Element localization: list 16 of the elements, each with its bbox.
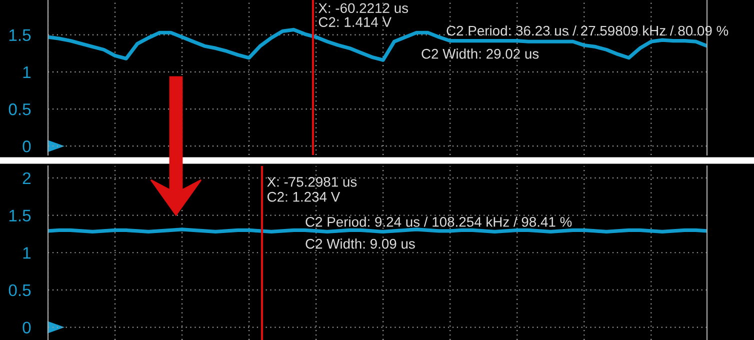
annotation: C2 Width: 9.09 us (306, 238, 415, 249)
y-tick-label: 0.5 (8, 284, 31, 296)
y-tick-label: 0 (22, 140, 31, 152)
annotation: C2 Period: 9.24 us / 108.254 kHz / 98.41 % (306, 216, 572, 227)
y-tick-label: 0.5 (8, 103, 31, 116)
annotation: X: -60.2212 us (318, 3, 408, 14)
y-tick-label: 2 (22, 172, 30, 184)
y-tick-label: 1.5 (9, 29, 31, 42)
annotation: C2: 1.414 V (318, 17, 392, 27)
y-tick-label: 1 (23, 66, 31, 78)
annotation: C2 Width: 29.02 us (422, 48, 539, 59)
annotation: C2: 1.234 V (267, 192, 340, 202)
y-tick-label: 0 (22, 322, 31, 334)
y-tick-label: 1 (23, 247, 31, 259)
y-tick-label: 1.5 (9, 210, 31, 222)
annotation: X: -75.2981 us (267, 176, 357, 187)
